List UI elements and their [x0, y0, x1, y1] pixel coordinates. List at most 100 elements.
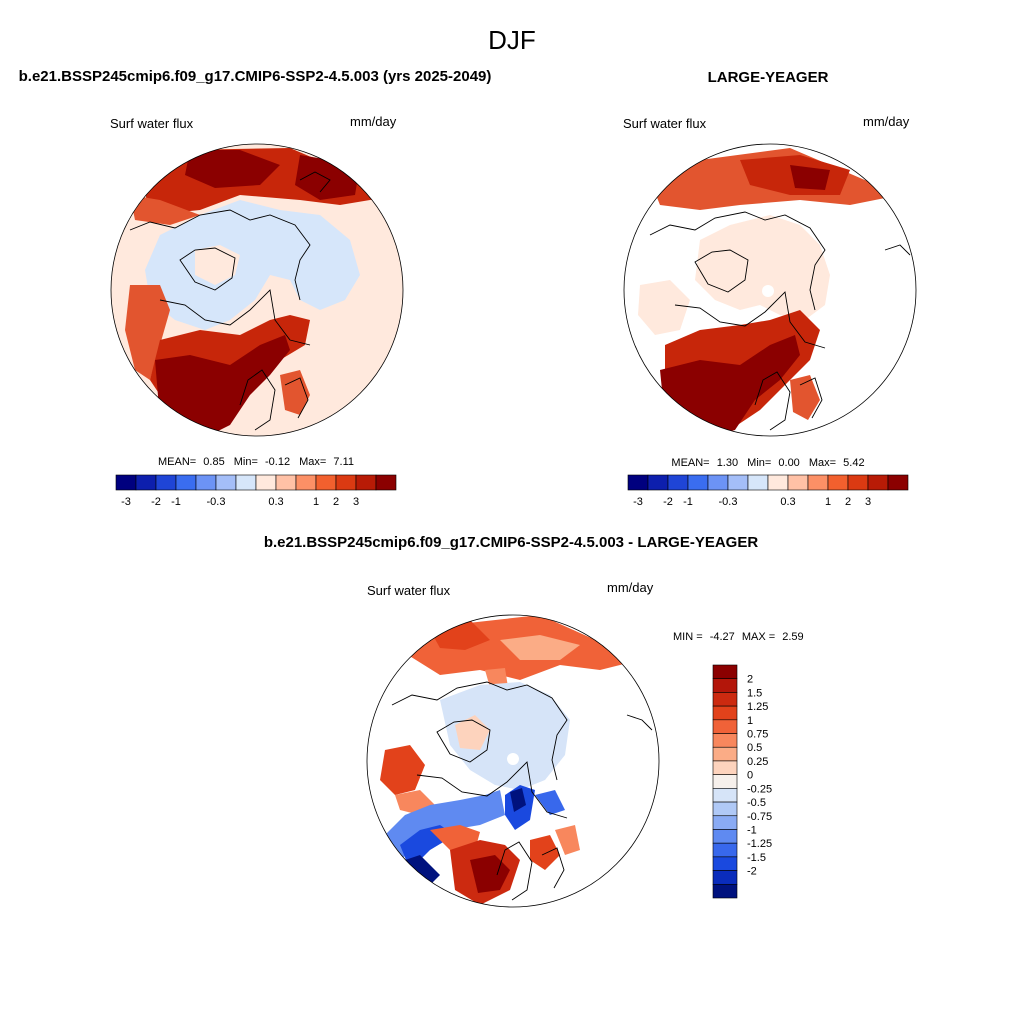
field-region: [695, 215, 830, 320]
colorbar-swatch: [647, 474, 669, 491]
colorbar-swatch: [335, 474, 357, 491]
colorbar-swatch: [115, 474, 137, 491]
colorbar-tick-label: -1: [747, 824, 757, 836]
colorbar-swatch: [712, 829, 738, 844]
colorbar-tick-label: 0: [747, 770, 753, 782]
colorbar-tick-label: 3: [353, 496, 359, 508]
panel-obs-coastlines: [649, 211, 911, 431]
pole-hole: [507, 753, 519, 765]
colorbar-tick-label: 0.75: [747, 729, 768, 741]
coastline: [541, 847, 565, 889]
field-region: [790, 165, 830, 190]
colorbar-swatch: [712, 705, 738, 721]
panel-obs-units: mm/day: [863, 114, 910, 129]
panel-model-stats: MEAN= 0.85 Min= -0.12 Max= 7.11: [158, 456, 354, 468]
colorbar-tick-label: 1: [747, 715, 753, 727]
coastline: [674, 291, 826, 349]
colorbar-swatch: [687, 474, 709, 491]
panel-obs-stats: MEAN= 1.30 Min= 0.00 Max= 5.42: [671, 457, 864, 469]
figure-suptitle: DJF: [488, 25, 536, 55]
colorbar-swatch: [712, 856, 738, 871]
colorbar-swatch: [712, 760, 738, 775]
colorbar-swatch: [867, 474, 889, 491]
field-region: [280, 370, 310, 415]
colorbar-tick-label: -0.25: [747, 783, 772, 795]
panel-diff-coastlines: [391, 681, 653, 901]
colorbar-swatch: [712, 801, 738, 817]
colorbar-swatch: [712, 842, 738, 858]
panel-model: b.e21.BSSP245cmip6.f09_g17.CMIP6-SSP2-4.…: [19, 68, 492, 508]
panel-model-left-label: Surf water flux: [110, 116, 194, 131]
field-region: [660, 335, 800, 436]
colorbar-tick-label: -3: [633, 496, 643, 508]
field-region: [510, 788, 526, 812]
colorbar-swatch: [712, 719, 738, 734]
field-region: [125, 285, 170, 380]
field-region: [185, 150, 280, 188]
colorbar-tick-label: -3: [121, 496, 131, 508]
panel-obs-left-label: Surf water flux: [623, 116, 707, 131]
colorbar-swatch: [712, 692, 738, 707]
colorbar-tick-label: -2: [151, 496, 161, 508]
panel-diff: b.e21.BSSP245cmip6.f09_g17.CMIP6-SSP2-4.…: [264, 534, 804, 908]
colorbar-tick-label: 0.3: [780, 496, 795, 508]
colorbar-swatch: [235, 474, 257, 491]
colorbar-tick-label: 1: [825, 496, 831, 508]
colorbar-swatch: [807, 474, 829, 491]
colorbar-tick-label: -0.3: [207, 496, 226, 508]
colorbar-tick-label: -1.25: [747, 838, 772, 850]
colorbar-swatch: [295, 474, 317, 491]
colorbar-swatch: [627, 474, 649, 491]
colorbar-swatch: [887, 474, 909, 491]
colorbar-swatch: [135, 474, 157, 491]
field-region: [440, 682, 570, 790]
panel-model-colorbar: -3 -2 -1 -0.3 0.3 1 2 3: [115, 474, 397, 508]
colorbar-swatch: [275, 474, 297, 491]
colorbar-swatch: [707, 474, 729, 491]
colorbar-swatch: [155, 474, 177, 491]
panel-diff-colorbar: 21.5 1.25 1 0.750.5 0.25 0-0.25 -0.5 -0.75-1 -1.…: [712, 664, 772, 899]
colorbar-swatch: [215, 474, 237, 491]
panel-obs-title: LARGE-YEAGER: [708, 69, 829, 86]
field-region: [790, 375, 820, 420]
colorbar-tick-label: -1.5: [747, 852, 766, 864]
coastline: [239, 369, 276, 431]
coastline: [179, 247, 236, 291]
colorbar-swatch: [787, 474, 809, 491]
colorbar-tick-label: -0.5: [747, 797, 766, 809]
coastline: [436, 719, 491, 763]
colorbar-swatch: [827, 474, 849, 491]
colorbar-tick-label: 1: [313, 496, 319, 508]
panel-diff-left-label: Surf water flux: [367, 583, 451, 598]
colorbar-tick-label: 1.25: [747, 701, 768, 713]
colorbar-swatch: [195, 474, 217, 491]
coastline: [159, 289, 311, 346]
colorbar-swatch: [712, 733, 738, 748]
colorbar-tick-label: -1: [683, 496, 693, 508]
panel-diff-map-border: [366, 614, 660, 908]
colorbar-tick-label: 2: [747, 674, 753, 686]
colorbar-swatch: [315, 474, 337, 491]
coastline: [391, 681, 568, 781]
coastline: [416, 761, 568, 819]
colorbar-swatch: [712, 815, 738, 830]
colorbar-swatch: [712, 774, 738, 789]
coastline: [129, 209, 311, 301]
field-region: [145, 200, 360, 330]
panel-model-map: [111, 144, 403, 436]
coastline: [284, 377, 309, 419]
colorbar-swatch: [712, 746, 738, 762]
pole-hole: [762, 285, 774, 297]
colorbar-tick-label: 2: [333, 496, 339, 508]
field-region: [130, 195, 200, 225]
coastline: [496, 841, 533, 901]
field-region: [535, 790, 565, 815]
coastline: [694, 249, 749, 293]
coastline: [299, 171, 331, 193]
colorbar-tick-label: 0.5: [747, 742, 762, 754]
colorbar-swatch: [712, 664, 738, 680]
colorbar-tick-label: -0.3: [719, 496, 738, 508]
panel-diff-title: b.e21.BSSP245cmip6.f09_g17.CMIP6-SSP2-4.…: [264, 534, 759, 551]
colorbar-swatch: [747, 474, 769, 491]
